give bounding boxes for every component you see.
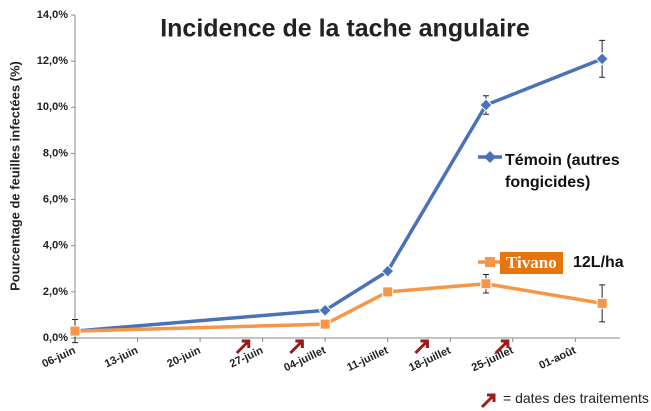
legend-label: Témoin (autres fongicides) xyxy=(505,152,620,191)
treatment-arrow xyxy=(494,339,510,355)
marker xyxy=(318,303,332,318)
legend-logo: Tivano xyxy=(500,252,563,274)
x-tick-label: 04-juillet xyxy=(282,344,328,374)
y-tick-label: 4,0% xyxy=(43,240,68,252)
legend-marker xyxy=(484,151,496,163)
x-tick-label: 27-juin xyxy=(228,344,265,370)
y-tick-label: 6,0% xyxy=(43,193,68,205)
y-axis-label: Pourcentage de feuilles infectées (%) xyxy=(7,61,22,291)
treatment-arrow xyxy=(414,339,429,355)
legend-label: 12L/ha xyxy=(573,254,624,271)
marker xyxy=(479,98,493,112)
y-tick-label: 2,0% xyxy=(43,286,68,298)
x-tick-label: 13-juin xyxy=(103,344,140,370)
marker xyxy=(596,297,608,309)
legend-arrow xyxy=(480,393,496,409)
x-tick-label: 01-août xyxy=(537,344,578,372)
marker xyxy=(382,286,394,298)
x-tick-label: 18-juillet xyxy=(407,344,453,374)
x-tick-label: 25-juillet xyxy=(470,344,516,374)
treatment-arrow xyxy=(289,339,304,355)
marker xyxy=(319,318,331,330)
legend-marker xyxy=(485,257,495,267)
x-tick-label: 11-juillet xyxy=(345,344,390,374)
marker xyxy=(480,278,492,290)
y-tick-label: 10,0% xyxy=(37,101,68,113)
marker xyxy=(380,264,395,278)
marker xyxy=(69,325,81,337)
chart-title: Incidence de la tache angulaire xyxy=(160,15,530,43)
y-tick-label: 0,0% xyxy=(43,332,68,344)
treatment-arrow xyxy=(235,339,251,355)
x-tick-label: 06-juin xyxy=(40,344,77,370)
y-tick-label: 12,0% xyxy=(37,55,68,67)
y-tick-label: 8,0% xyxy=(43,147,68,159)
treatment-legend: = dates des traitements xyxy=(503,390,649,406)
x-tick-label: 20-juin xyxy=(165,344,202,370)
y-tick-label: 14,0% xyxy=(37,9,68,21)
marker xyxy=(595,52,609,66)
